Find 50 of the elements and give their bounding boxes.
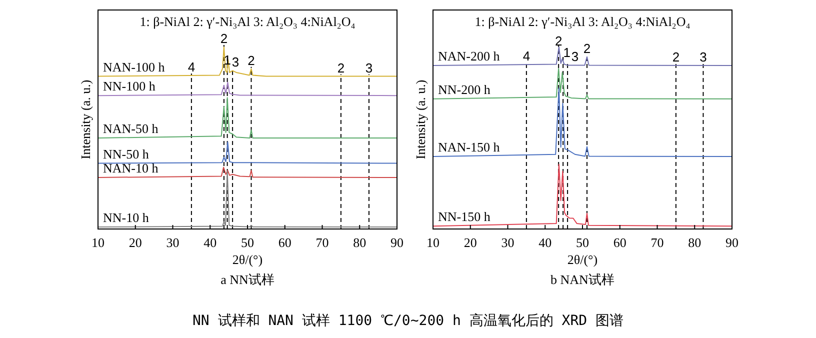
annotation: 2 bbox=[248, 52, 255, 68]
series-label: NN-200 h bbox=[438, 82, 491, 97]
annotation: 1 bbox=[563, 45, 570, 60]
series-label: NAN-10 h bbox=[103, 160, 159, 176]
annotation: 4 bbox=[522, 48, 530, 64]
annotation: 2 bbox=[672, 49, 680, 64]
text: NN 试样和 NAN 试样 1100 ℃/0~200 h 高温氧化后的 XRD 图谱 bbox=[192, 313, 624, 329]
x-tick-label: 60 bbox=[613, 235, 626, 250]
text: b NAN试样 bbox=[550, 272, 614, 287]
series-label: NAN-100 h bbox=[103, 59, 166, 74]
series-label: NN-100 h bbox=[103, 78, 156, 94]
annotation: 3 bbox=[365, 60, 373, 76]
x-tick-label: 80 bbox=[353, 235, 366, 250]
y-axis-title: Intensity (a. u.) bbox=[78, 80, 93, 160]
annotation: 3 bbox=[571, 49, 579, 64]
annotation: 2 bbox=[220, 31, 228, 46]
series-label: NAN-200 h bbox=[438, 48, 500, 64]
series-label: NN-10 h bbox=[103, 210, 150, 225]
annotation: 2 bbox=[554, 34, 562, 49]
series-label: NN-50 h bbox=[103, 146, 150, 162]
x-tick-label: 90 bbox=[390, 235, 404, 250]
x-tick-label: 80 bbox=[688, 235, 702, 250]
x-tick-label: 20 bbox=[128, 235, 142, 250]
annotation: 2 bbox=[337, 60, 345, 76]
series-label: NAN-50 h bbox=[103, 121, 159, 136]
x-tick-label: 70 bbox=[316, 235, 329, 250]
x-tick-label: 60 bbox=[278, 235, 292, 250]
x-tick-label: 40 bbox=[538, 235, 552, 250]
x-tick-label: 10 bbox=[92, 235, 104, 250]
x-axis-title: 2θ/(°) bbox=[567, 252, 598, 267]
series-label: NN-150 h bbox=[438, 209, 491, 224]
annotation: 3 bbox=[700, 50, 707, 65]
x-tick-label: 30 bbox=[501, 235, 514, 250]
series-label: NAN-150 h bbox=[438, 140, 500, 155]
annotation: 2 bbox=[583, 40, 591, 56]
x-tick-label: 10 bbox=[426, 235, 440, 250]
y-axis-title: Intensity (a. u.) bbox=[413, 80, 428, 160]
text: 1: β-NiAl 2: γ′-Ni₃Al 3: Al₂O₃ 4:NiAl₂O₄ bbox=[474, 14, 691, 29]
text: a NN试样 bbox=[220, 272, 274, 287]
x-tick-label: 70 bbox=[650, 235, 664, 250]
annotation: 4 bbox=[188, 59, 196, 74]
text: 1: β-NiAl 2: γ′-Ni₃Al 3: Al₂O₃ 4:NiAl₂O₄ bbox=[140, 14, 356, 29]
x-tick-label: 90 bbox=[726, 235, 738, 250]
x-tick-label: 20 bbox=[464, 235, 477, 250]
x-tick-label: 30 bbox=[166, 235, 180, 250]
x-axis-title: 2θ/(°) bbox=[232, 252, 263, 267]
x-tick-label: 50 bbox=[576, 235, 589, 250]
x-tick-label: 40 bbox=[204, 235, 217, 250]
x-tick-label: 50 bbox=[241, 235, 254, 250]
annotation: 3 bbox=[232, 54, 240, 70]
